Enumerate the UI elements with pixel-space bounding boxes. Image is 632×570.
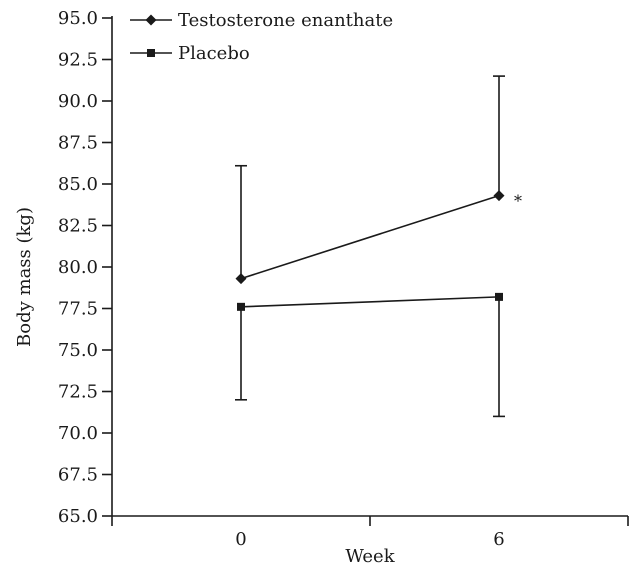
y-tick-label: 90.0: [58, 91, 98, 112]
plot-area: *: [235, 75, 522, 418]
x-axis-title: Week: [345, 546, 395, 567]
y-tick-label: 65.0: [58, 506, 98, 527]
significance-annotation: *: [514, 192, 522, 211]
data-point: [237, 302, 245, 311]
y-tick-label: 87.5: [58, 133, 98, 154]
x-tick-label: 6: [493, 529, 504, 550]
series-line: [240, 296, 500, 308]
y-tick-label: 72.5: [58, 382, 98, 403]
y-tick-label: 80.0: [58, 257, 98, 278]
y-tick-label: 82.5: [58, 216, 98, 237]
y-axis-title: Body mass (kg): [14, 207, 35, 347]
data-point: [495, 292, 503, 301]
y-tick-label: 95.0: [58, 8, 98, 29]
series-testosterone-enanthate: *: [235, 75, 522, 285]
y-tick-label: 92.5: [58, 50, 98, 71]
y-tick-label: 77.5: [58, 299, 98, 320]
legend-marker: [147, 49, 155, 57]
data-point: [493, 190, 505, 202]
axes: 65.0 67.5 70.0 72.5 75.0 77.5 80.0 82.5 85.0 87.5…: [58, 8, 629, 550]
y-tick-label: 75.0: [58, 340, 98, 361]
legend: Testosterone enanthate Placebo: [130, 10, 393, 64]
y-tick-label: 67.5: [58, 465, 98, 486]
legend-marker: [145, 14, 157, 26]
legend-label: Testosterone enanthate: [178, 10, 393, 31]
x-tick-label: 0: [235, 529, 246, 550]
y-tick-label: 70.0: [58, 423, 98, 444]
data-point: [235, 273, 247, 285]
series-placebo: [235, 292, 505, 418]
legend-label: Placebo: [178, 43, 250, 64]
series-line: [240, 194, 500, 280]
y-tick-label: 85.0: [58, 174, 98, 195]
